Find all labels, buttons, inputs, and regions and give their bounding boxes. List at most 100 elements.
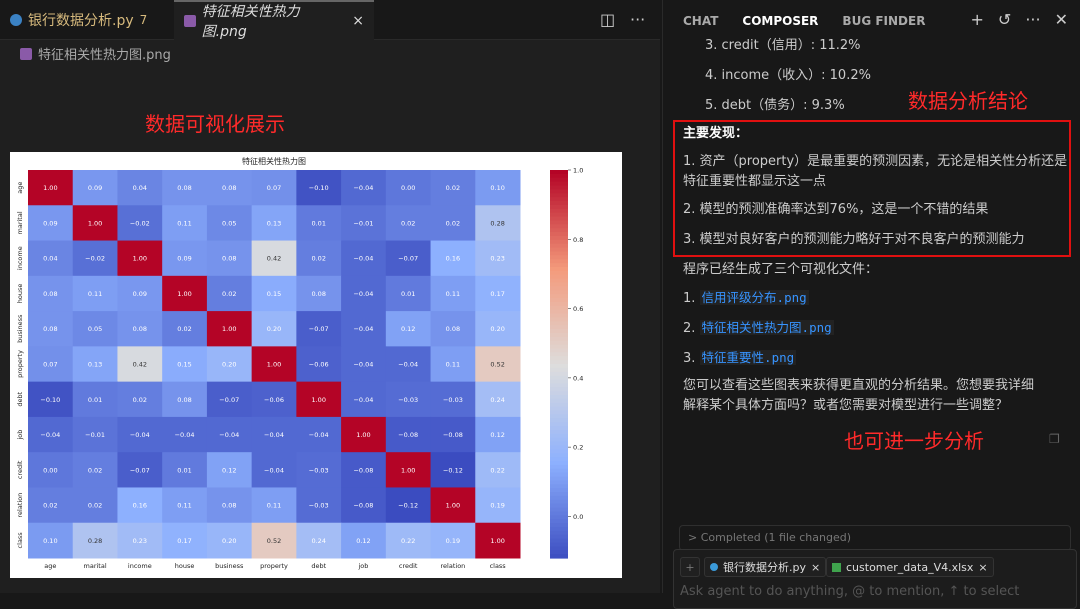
colorbar-segment	[550, 461, 568, 466]
context-chip[interactable]: customer_data_V4.xlsx ×	[826, 557, 994, 577]
colorbar-segment	[550, 472, 568, 478]
close-icon[interactable]: ✕	[1054, 10, 1068, 29]
heatmap-cell	[385, 416, 432, 453]
breadcrumb[interactable]: 特征相关性热力图.png	[20, 44, 171, 63]
colorbar-segment	[550, 290, 568, 295]
heatmap-cell	[206, 205, 253, 242]
cell-label: 0.12	[401, 325, 415, 333]
x-tick-label: job	[357, 562, 368, 570]
context-chip[interactable]: 银行数据分析.py ×	[704, 557, 827, 577]
file-link[interactable]: 特征重要性.png	[699, 350, 797, 365]
x-tick-label: property	[260, 562, 288, 570]
history-icon[interactable]: ↺	[997, 10, 1012, 29]
file-link[interactable]: 特征相关性热力图.png	[699, 320, 834, 335]
finding-item: 1. 资产（property）是最重要的预测因素，无论是相关性分析还是特征重要性…	[683, 154, 1068, 189]
tab-composer[interactable]: COMPOSER	[742, 14, 819, 28]
heatmap-cell	[296, 275, 342, 312]
cell-label: −0.12	[398, 502, 418, 510]
close-icon[interactable]: ×	[811, 560, 821, 574]
cell-label: −0.04	[353, 396, 373, 404]
cell-label: 0.02	[88, 502, 102, 510]
colorbar-segment	[550, 255, 568, 260]
heatmap-cell	[475, 240, 521, 277]
plus-icon[interactable]: +	[970, 10, 984, 29]
close-icon[interactable]: ×	[978, 560, 988, 574]
cell-label: −0.01	[353, 219, 373, 227]
closing-text: 您可以查看这些图表来获得更直观的分析结果。您想要我详细	[683, 378, 1035, 393]
heatmap-cell	[385, 381, 432, 418]
colorbar-segment	[550, 449, 568, 454]
colorbar-segment	[550, 329, 568, 334]
cell-label: 0.02	[446, 219, 460, 227]
cell-label: 0.20	[222, 361, 236, 369]
breadcrumb-label: 特征相关性热力图.png	[38, 48, 171, 63]
heatmap-cell	[206, 311, 253, 347]
heatmap-cell	[385, 311, 432, 347]
heatmap-cell	[117, 452, 163, 488]
chip-label: 银行数据分析.py	[723, 561, 806, 574]
cell-label: 0.09	[133, 290, 147, 298]
colorbar-tick-label: 0.4	[573, 374, 583, 382]
heatmap-cell	[296, 205, 342, 242]
heatmap-cell	[28, 205, 74, 242]
colorbar-segment	[550, 298, 568, 303]
y-tick-label: debt	[16, 391, 24, 406]
tab-chat[interactable]: CHAT	[683, 14, 719, 28]
colorbar-segment	[550, 170, 568, 175]
more-icon[interactable]: ···	[630, 10, 646, 29]
heatmap-cell	[251, 346, 297, 383]
colorbar-segment	[550, 212, 568, 218]
close-icon[interactable]: ×	[352, 13, 364, 29]
cell-label: 0.19	[446, 537, 460, 545]
copy-icon[interactable]: ❐	[1049, 432, 1060, 446]
heatmap-cell	[296, 346, 342, 383]
colorbar-segment	[550, 426, 568, 431]
completed-summary[interactable]: > Completed (1 file changed)	[679, 525, 1071, 551]
cell-label: −0.08	[353, 466, 373, 474]
cell-label: 0.23	[490, 255, 504, 263]
heatmap-cell	[162, 240, 208, 277]
colorbar-segment	[550, 375, 568, 381]
file-link[interactable]: 信用评级分布.png	[699, 290, 809, 305]
colorbar-segment	[550, 503, 568, 509]
cell-label: 0.07	[267, 184, 281, 192]
cell-label: 1.00	[177, 290, 191, 298]
x-tick-label: debt	[311, 562, 326, 570]
cell-label: 0.02	[43, 502, 57, 510]
heatmap-cell	[475, 381, 521, 418]
heatmap-cell	[28, 346, 74, 383]
cell-label: 0.08	[311, 290, 325, 298]
heatmap-cell	[162, 311, 208, 347]
split-editor-icon[interactable]: ◫	[600, 10, 616, 29]
heatmap-cell	[72, 522, 118, 559]
python-icon	[710, 563, 718, 571]
cell-label: 0.10	[43, 537, 57, 545]
cell-label: 0.11	[446, 361, 460, 369]
colorbar-tick-label: 0.0	[573, 513, 583, 521]
heatmap-cell	[72, 416, 118, 453]
heatmap-cell	[430, 416, 476, 453]
y-tick-label: class	[16, 532, 24, 549]
heatmap-cell	[206, 416, 253, 453]
more-icon[interactable]: ···	[1025, 10, 1041, 29]
cell-label: 0.10	[490, 184, 504, 192]
composer-input[interactable]: + 银行数据分析.py × customer_data_V4.xlsx × Ask …	[673, 549, 1077, 609]
tab-heatmap-image[interactable]: 特征相关性热力图.png ×	[174, 0, 374, 40]
colorbar-segment	[550, 228, 568, 233]
tab-python-file[interactable]: 银行数据分析.py 7	[0, 0, 174, 40]
heatmap-cell	[162, 522, 208, 559]
colorbar-segment	[550, 220, 568, 225]
heatmap-cell	[162, 416, 208, 453]
cell-label: −0.01	[85, 431, 105, 439]
tab-bug-finder[interactable]: BUG FINDER	[842, 14, 926, 28]
add-context-button[interactable]: +	[680, 557, 700, 577]
cell-label: 0.08	[133, 325, 147, 333]
colorbar-segment	[550, 367, 568, 373]
heatmap-cell	[296, 452, 342, 488]
cell-label: 1.00	[401, 466, 415, 474]
colorbar-segment	[550, 270, 568, 276]
cell-label: 0.00	[43, 466, 57, 474]
cell-label: −0.04	[309, 431, 329, 439]
colorbar-segment	[550, 251, 568, 256]
heatmap-cell	[475, 487, 521, 524]
